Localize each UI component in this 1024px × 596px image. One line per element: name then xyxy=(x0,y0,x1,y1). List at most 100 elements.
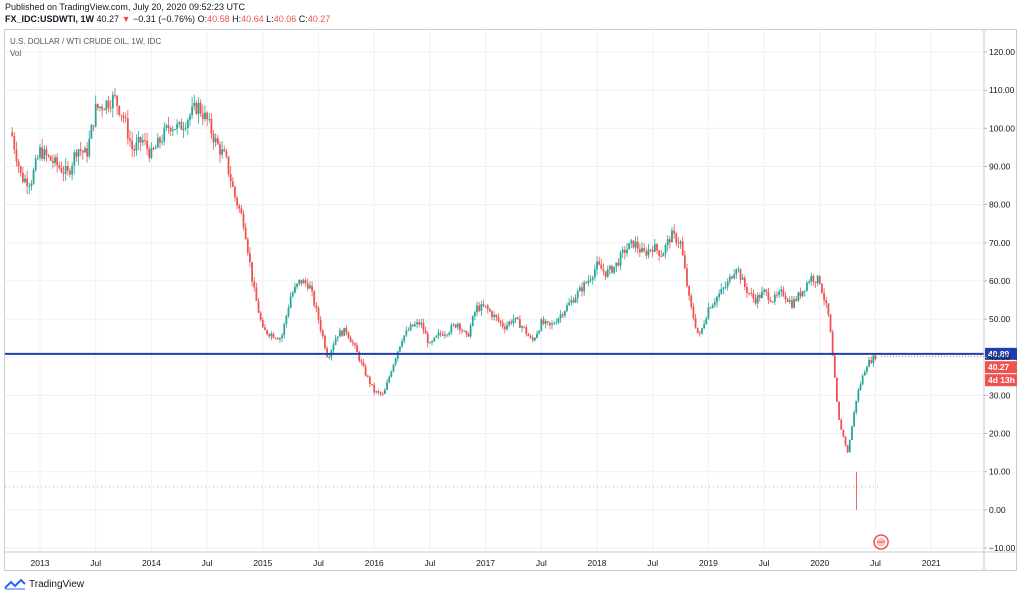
candle-down xyxy=(19,166,22,173)
candle-up xyxy=(279,338,281,340)
candle-up xyxy=(34,158,37,171)
candle-up xyxy=(576,291,579,298)
candle-up xyxy=(473,312,476,317)
candle-up xyxy=(171,129,174,132)
candle-up xyxy=(724,286,727,288)
price-tick-label: −10.00 xyxy=(989,543,1016,553)
candle-up xyxy=(701,328,703,334)
candle-up xyxy=(409,324,412,331)
candle-down xyxy=(636,241,639,249)
candle-up xyxy=(28,186,31,187)
candle-up xyxy=(493,314,496,318)
candle-up xyxy=(336,336,339,339)
candle-down xyxy=(354,343,356,346)
candle-down xyxy=(195,102,198,114)
candle-down xyxy=(838,401,840,420)
candle-up xyxy=(851,426,853,440)
candle-down xyxy=(525,327,528,335)
candle-down xyxy=(81,150,84,153)
candle-up xyxy=(848,439,851,453)
candle-up xyxy=(570,300,573,303)
candle-down xyxy=(523,326,526,328)
price-tick-label: 60.00 xyxy=(989,276,1011,286)
candle-down xyxy=(461,330,463,331)
candle-down xyxy=(41,147,44,159)
candle-down xyxy=(572,300,575,303)
candle-down xyxy=(673,230,676,234)
candle-down xyxy=(731,276,733,279)
candle-up xyxy=(463,330,466,332)
candle-up xyxy=(544,321,547,324)
candle-up xyxy=(553,323,556,325)
hline-price-tag-bg xyxy=(985,347,1017,360)
candle-down xyxy=(17,161,20,167)
candle-down xyxy=(748,293,751,294)
candle-down xyxy=(840,419,843,430)
candle-up xyxy=(728,276,731,282)
candle-up xyxy=(309,285,311,289)
symbol-label[interactable]: FX_IDC:USDWTI, 1W xyxy=(5,14,94,24)
candle-up xyxy=(84,148,86,153)
candle-down xyxy=(362,362,365,367)
candle-down xyxy=(836,377,838,402)
price-tick-label: 100.00 xyxy=(989,123,1015,133)
candle-up xyxy=(722,287,725,289)
candle-down xyxy=(870,360,873,364)
candle-down xyxy=(377,391,380,393)
candle-down xyxy=(246,239,249,253)
candle-up xyxy=(332,344,335,351)
candle-up xyxy=(568,302,571,306)
candle-up xyxy=(178,122,181,124)
candle-down xyxy=(180,122,183,130)
candle-up xyxy=(763,289,765,292)
candle-down xyxy=(686,268,688,287)
candle-down xyxy=(581,287,583,292)
candle-down xyxy=(311,285,313,292)
candle-down xyxy=(351,342,354,344)
candle-up xyxy=(298,279,301,284)
candle-up xyxy=(778,291,780,295)
candle-down xyxy=(829,314,832,333)
candle-down xyxy=(827,303,830,315)
candle-up xyxy=(613,266,616,273)
candle-up xyxy=(630,240,633,244)
price-tick-label: 10.00 xyxy=(989,467,1011,477)
candle-down xyxy=(369,376,371,385)
tradingview-brand[interactable]: TradingView xyxy=(4,576,84,592)
chart-legend: U.S. DOLLAR / WTI CRUDE OIL, 1W, IDC Vol xyxy=(10,36,161,60)
candle-up xyxy=(793,298,795,308)
candle-down xyxy=(349,337,352,343)
candle-down xyxy=(611,265,613,273)
candle-down xyxy=(317,307,320,320)
candle-up xyxy=(861,375,864,385)
chart-title: U.S. DOLLAR / WTI CRUDE OIL, 1W, IDC xyxy=(10,37,162,46)
candle-down xyxy=(784,295,787,300)
candle-up xyxy=(653,244,656,252)
candle-up xyxy=(405,330,408,336)
candle-down xyxy=(341,330,343,336)
candle-down xyxy=(823,292,825,301)
candle-down xyxy=(799,292,802,297)
candle-up xyxy=(105,100,108,110)
candle-up xyxy=(452,324,455,326)
candle-up xyxy=(761,291,763,299)
hline-price-tag: 40.89 xyxy=(988,349,1010,359)
candle-up xyxy=(165,125,168,128)
chart-frame xyxy=(4,29,1017,571)
candle-down xyxy=(795,298,798,301)
candle-up xyxy=(559,314,562,319)
candle-down xyxy=(206,112,208,120)
candle-up xyxy=(578,287,581,292)
candle-up xyxy=(551,323,553,326)
candle-down xyxy=(69,170,71,175)
candle-down xyxy=(660,255,663,257)
candle-up xyxy=(163,127,166,142)
candle-down xyxy=(692,306,695,319)
candle-up xyxy=(538,330,541,334)
candle-up xyxy=(471,316,474,326)
candle-up xyxy=(289,296,292,308)
candle-down xyxy=(238,205,241,209)
candle-down xyxy=(257,300,260,313)
candle-up xyxy=(859,384,862,390)
